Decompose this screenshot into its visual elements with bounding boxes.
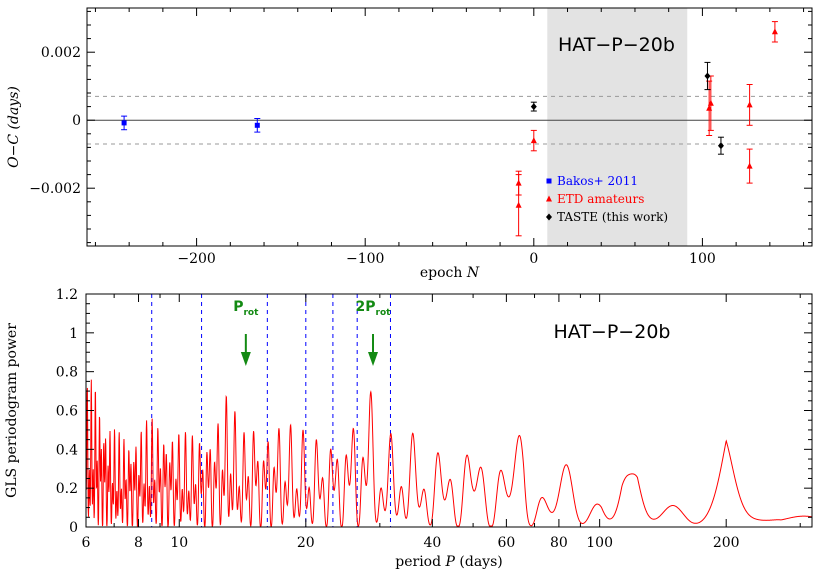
square-marker <box>546 178 552 184</box>
x-tick-label: 20 <box>297 535 315 551</box>
y-tick-label: 0.002 <box>41 45 81 61</box>
oc-target-label: HAT−P−20b <box>558 34 675 56</box>
data-point <box>530 101 537 112</box>
x-tick-label: 60 <box>497 535 515 551</box>
diamond-marker <box>546 213 552 221</box>
y-tick-label: −0.002 <box>29 181 81 197</box>
legend-label: TASTE (this work) <box>557 210 668 224</box>
arrow-label: Prot <box>233 299 259 318</box>
periodogram-target-label: HAT−P−20b <box>554 321 671 343</box>
triangle-marker <box>546 195 552 202</box>
periodogram-curve <box>85 379 813 528</box>
data-point <box>530 129 537 152</box>
x-tick-label: 40 <box>423 535 441 551</box>
data-point <box>707 75 714 131</box>
arrow-label: 2Prot <box>356 299 392 318</box>
oc-points <box>121 21 778 237</box>
x-tick-label: 8 <box>134 535 143 551</box>
x-tick-label: −200 <box>177 251 215 267</box>
oc-ticks: −200 −100 0 100 0.002 0 −0.002 <box>29 8 812 267</box>
legend-label: Bakos+ 2011 <box>557 174 638 188</box>
triangle-marker <box>530 137 537 144</box>
diamond-marker <box>717 142 724 150</box>
legend-item: ETD amateurs <box>546 192 644 206</box>
x-tick-label: 100 <box>689 251 716 267</box>
y-tick-label: 1 <box>69 326 78 342</box>
periodogram-ticks: 6 8 10 20 40 60 80 100 200 0 0.2 0.4 0.6 0.8 1 1.2 <box>56 287 812 551</box>
legend-item: Bakos+ 2011 <box>546 174 638 188</box>
triangle-marker <box>771 28 778 35</box>
y-tick-label: 0.4 <box>56 442 78 458</box>
x-tick-label: 100 <box>586 535 613 551</box>
data-point <box>717 136 724 155</box>
legend-label: ETD amateurs <box>557 192 644 206</box>
square-marker <box>254 122 260 128</box>
rotation-period-arrow: Prot <box>233 299 259 366</box>
y-tick-label: 0 <box>72 113 81 129</box>
x-tick-label: 0 <box>529 251 538 267</box>
oc-plot-frame <box>86 7 813 247</box>
data-point <box>704 61 711 91</box>
data-point <box>771 21 778 43</box>
shaded-region <box>547 8 688 246</box>
data-point <box>515 174 522 237</box>
square-marker <box>121 120 127 126</box>
rotation-period-arrow: 2Prot <box>356 299 392 366</box>
x-tick-label: 6 <box>82 535 91 551</box>
oc-panel: −200 −100 0 100 0.002 0 −0.002 HAT−P−20b Bakos… <box>6 7 813 281</box>
diamond-marker <box>704 72 711 80</box>
diamond-marker <box>530 103 537 111</box>
y-tick-label: 1.2 <box>56 287 78 303</box>
data-point <box>746 84 753 126</box>
periodogram-panel: Prot 2Prot 6 8 10 20 40 60 80 100 200 0 0.2 0.4 0.6 0.… <box>4 287 813 570</box>
x-tick-label: 10 <box>170 535 188 551</box>
y-tick-label: 0 <box>69 520 78 536</box>
oc-x-axis-label: epoch N <box>420 265 480 281</box>
x-tick-label: 200 <box>713 535 740 551</box>
periodogram-y-axis-label: GLS periodogram power <box>4 323 20 498</box>
data-point <box>121 115 128 131</box>
oc-y-axis-label: O−C (days) <box>6 86 22 168</box>
y-tick-label: 0.2 <box>56 481 78 497</box>
y-tick-label: 0.6 <box>56 404 78 420</box>
legend-item: TASTE (this work) <box>546 210 668 224</box>
periodogram-x-axis-label: period P (days) <box>395 554 502 570</box>
data-point <box>254 118 261 133</box>
legend: Bakos+ 2011 ETD amateurs TASTE (this work) <box>546 174 668 224</box>
x-tick-label: 80 <box>550 535 568 551</box>
x-tick-label: −100 <box>346 251 384 267</box>
data-point <box>746 148 753 184</box>
triangle-marker <box>515 201 522 208</box>
triangle-marker <box>707 99 714 106</box>
triangle-marker <box>746 101 753 108</box>
reference-lines <box>87 95 812 145</box>
alias-lines <box>151 294 391 527</box>
y-tick-label: 0.8 <box>56 365 78 381</box>
rotation-arrows: Prot 2Prot <box>233 299 391 366</box>
triangle-marker <box>746 162 753 169</box>
